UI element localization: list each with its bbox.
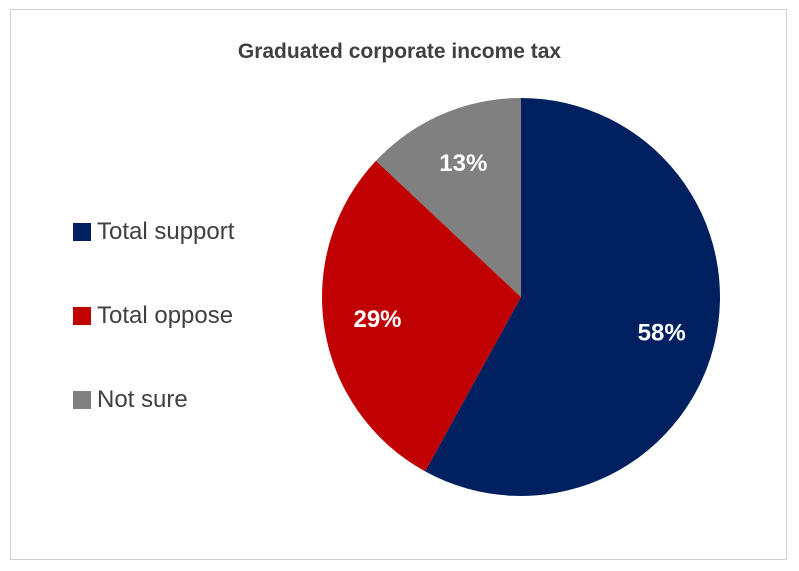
pie-slice-total-oppose [322, 160, 521, 472]
pie-slice-total-support [425, 98, 720, 497]
chart-area: Graduated corporate income tax Total sup… [10, 9, 787, 560]
legend-item-total-oppose: Total oppose [73, 302, 233, 330]
chart-title: Graduated corporate income tax [237, 40, 562, 63]
legend-swatch-total-support [73, 223, 91, 241]
data-label-total-support: 58% [638, 320, 686, 347]
data-label-total-oppose: 29% [353, 306, 401, 333]
data-label-not-sure: 13% [439, 150, 487, 177]
legend-item-total-support: Total support [73, 218, 234, 246]
legend-label-not-sure: Not sure [97, 386, 188, 413]
legend-swatch-total-oppose [73, 307, 91, 325]
legend-swatch-not-sure [73, 391, 91, 409]
legend-label-total-oppose: Total oppose [97, 302, 234, 329]
pie-slice-not-sure [375, 98, 521, 297]
pie-chart: 58% 29% 13% [322, 98, 720, 497]
legend-label-total-support: Total support [97, 218, 235, 245]
legend-item-not-sure: Not sure [73, 386, 188, 414]
